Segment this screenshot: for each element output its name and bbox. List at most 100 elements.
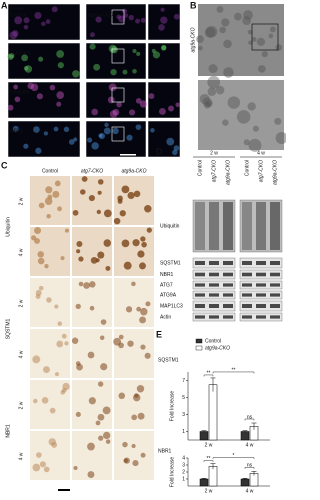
cell: [207, 87, 217, 97]
cell: [140, 17, 146, 23]
cell: [197, 45, 203, 51]
cell: [54, 180, 61, 187]
micrograph: [30, 431, 70, 480]
cell: [97, 251, 105, 259]
cell: [30, 83, 39, 92]
cell: [72, 209, 79, 216]
cell: [100, 319, 107, 325]
band: [270, 261, 280, 265]
cell: [9, 31, 18, 40]
cell: [38, 202, 45, 209]
lane-label: Control: [197, 160, 203, 176]
cell: [125, 306, 133, 313]
cell: [112, 127, 119, 135]
cell: [38, 285, 44, 291]
cell: [83, 282, 90, 289]
cell: [33, 126, 40, 133]
cell: [61, 387, 67, 393]
y-tick-label: 1: [182, 476, 185, 482]
cell: [89, 32, 95, 38]
group-label: SQSTM1: [5, 319, 11, 340]
lane-label: atg7-CKO: [211, 160, 217, 182]
band: [209, 293, 219, 297]
group-label: Ubiquitin: [5, 217, 11, 237]
cell: [44, 263, 49, 269]
cell: [7, 53, 14, 60]
cell: [251, 37, 257, 42]
cell: [73, 465, 78, 471]
cell: [103, 127, 111, 135]
cell: [97, 190, 102, 195]
cell: [95, 16, 102, 23]
annotation: **: [207, 456, 211, 462]
cell: [135, 18, 140, 24]
time-label: 4 w: [18, 452, 24, 460]
error-bar: [242, 430, 248, 433]
cell: [23, 143, 29, 149]
cell: [89, 305, 95, 311]
band: [195, 283, 205, 287]
micrograph: [72, 380, 112, 429]
cell: [148, 93, 155, 100]
micrograph: [114, 380, 154, 429]
cell: [7, 104, 14, 111]
band: [242, 202, 252, 250]
cell: [132, 239, 140, 247]
cell: [234, 12, 242, 21]
cell: [248, 40, 253, 45]
micrograph: [147, 120, 181, 158]
row-label: Ubiquitin: [10, 89, 30, 95]
cell: [97, 179, 104, 185]
cell: [14, 16, 23, 25]
bar: [208, 384, 218, 441]
column-label: Control: [10, 12, 26, 18]
cell: [63, 126, 70, 133]
band: [270, 315, 280, 319]
y-tick-label: 3: [182, 462, 185, 468]
cell: [78, 256, 84, 262]
legend-label: atg9a-CKO: [205, 345, 230, 351]
cell: [275, 44, 283, 51]
cell: [57, 206, 62, 212]
cell: [113, 217, 121, 225]
cell: [54, 304, 59, 309]
legend-label: Control: [205, 338, 221, 344]
cell: [37, 251, 44, 258]
cell: [132, 69, 137, 74]
error-bar: [210, 463, 216, 470]
y-axis-label: Fold Increase: [169, 391, 175, 422]
sig-bracket: [203, 374, 214, 377]
error-bar: [251, 471, 257, 476]
time-label: 4 w: [18, 248, 24, 256]
cell: [75, 411, 81, 418]
cell: [8, 52, 15, 59]
cell: [97, 413, 105, 421]
cell: [96, 209, 101, 215]
cell: [146, 227, 152, 233]
cell: [247, 29, 253, 35]
sig-bracket: [212, 371, 255, 374]
y-tick-label: 2: [182, 469, 185, 475]
cell: [133, 190, 141, 198]
cell: [98, 435, 104, 441]
cell: [47, 194, 53, 200]
error-bar: [201, 430, 207, 433]
cell: [14, 96, 21, 103]
cell: [87, 471, 95, 479]
error-bar: [251, 422, 257, 430]
cell: [12, 125, 19, 132]
em-image: [198, 80, 284, 150]
band: [223, 293, 233, 297]
band: [256, 261, 266, 265]
x-tick-label: 2 w: [205, 442, 213, 448]
cell: [136, 385, 145, 393]
cell: [71, 337, 79, 344]
cell: [41, 21, 46, 27]
cell: [168, 105, 175, 112]
cell: [205, 25, 218, 38]
band: [209, 272, 219, 277]
micrograph: [30, 227, 70, 276]
band: [209, 261, 219, 265]
cell: [215, 85, 225, 95]
micrograph: [114, 227, 154, 276]
